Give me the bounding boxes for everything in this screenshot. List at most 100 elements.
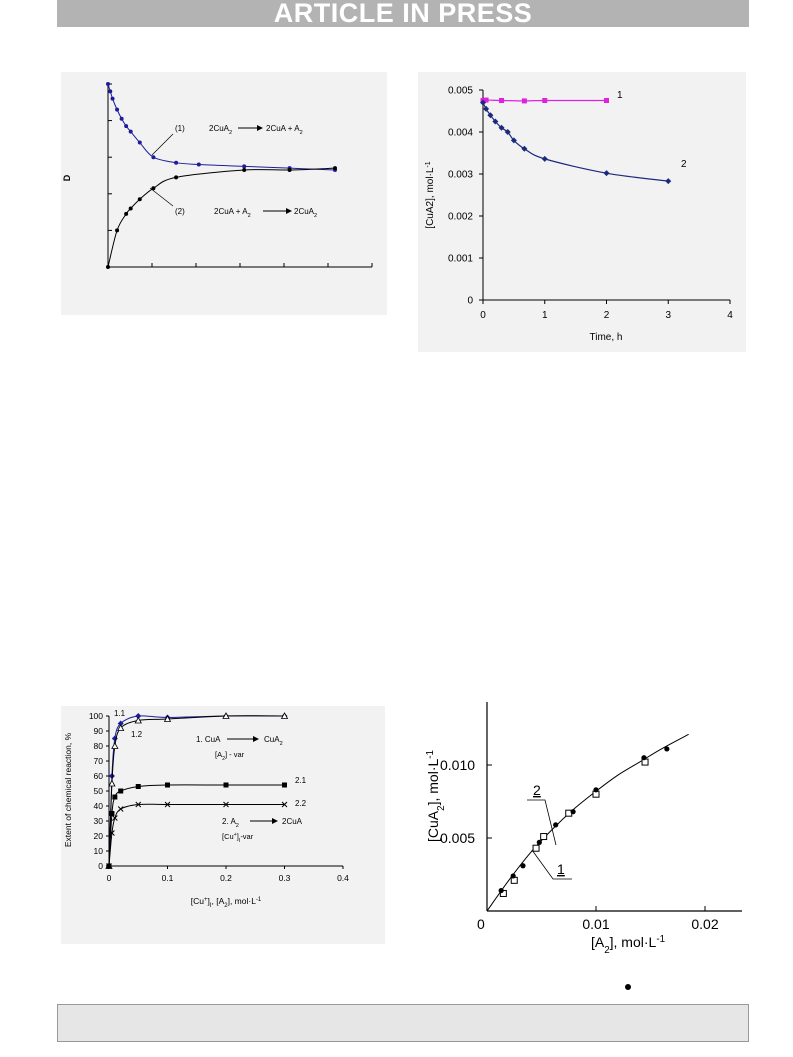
series-2-1-point: [118, 788, 124, 794]
series-2-point: [174, 175, 179, 180]
article-in-press-banner: ARTICLE IN PRESS: [57, 0, 749, 27]
series-1-point: [119, 116, 124, 121]
series-1-point: [108, 89, 113, 94]
series-1-point: [242, 164, 247, 169]
y-tick-label: 70: [94, 756, 104, 766]
series-2-point: [521, 145, 528, 152]
series-2-1-point: [109, 811, 115, 816]
annotation-1-right-part: 2: [280, 741, 283, 747]
series-2-point: [641, 755, 647, 761]
equation-1-left-part: 2CuA: [209, 124, 230, 133]
series-line-2.1: [108, 784, 285, 867]
series-line-2: [107, 167, 336, 268]
equation-1-arrow-head: [257, 125, 263, 131]
x-axis-label-part: 2: [604, 945, 609, 956]
y-axis-label-part: [CuA: [425, 810, 441, 842]
x-tick-label: 0.1: [162, 873, 174, 883]
series-1-1-point: [117, 720, 124, 727]
annotation-1-left: 1. CuA: [196, 735, 221, 744]
annotation-2-condition-part: ]: [237, 832, 239, 841]
series-line-2.2: [108, 803, 285, 867]
series-1-1-label: 1.1: [114, 709, 126, 718]
series-2-point: [137, 197, 142, 202]
series-1-point: [540, 833, 548, 841]
annotation-2-right: 2CuA: [282, 817, 303, 826]
y-tick-label: 50: [94, 786, 104, 796]
annotation-1-right-part: CuA: [264, 735, 280, 744]
equation-2-right-part: 2: [314, 213, 317, 219]
series-2-point: [106, 265, 110, 269]
series-2-point: [570, 809, 576, 815]
y-tick-label: 90: [94, 726, 104, 736]
series-2-point: [593, 787, 599, 793]
series-2-point: [487, 112, 494, 119]
series-2-2-point: [281, 801, 288, 808]
equation-2-left: 2CuA + A2: [214, 207, 251, 219]
series-2-point: [541, 155, 548, 162]
series-1-2-point: [117, 724, 125, 731]
annotation-1-condition-part: 2: [222, 756, 225, 762]
series-2-2-point: [135, 801, 142, 808]
series-2-point: [510, 137, 517, 144]
series-1-point: [532, 844, 540, 852]
annotation-1-condition: [A2] - var: [215, 750, 245, 762]
equation-1-right: 2CuA + A2: [266, 124, 303, 136]
figure-b-panel: [418, 72, 746, 352]
series-2-point: [510, 873, 516, 879]
series-1-point: [106, 82, 110, 86]
equation-2-left-part: 2CuA + A: [214, 207, 248, 216]
y-tick-label: 0.004: [448, 128, 473, 139]
series-1-point: [115, 107, 120, 112]
x-axis-label: [Cu+]I, [A2], mol·L-1: [191, 896, 262, 909]
series-2-2-point: [111, 815, 118, 821]
x-tick-label: 0.02: [691, 916, 718, 932]
series-1-point: [128, 129, 133, 134]
annotation-2-condition-part: +: [234, 832, 237, 838]
series-1-label: 1: [617, 90, 623, 101]
y-tick-label: 10: [94, 846, 104, 856]
y-tick-label: 0.010: [440, 757, 475, 773]
series-2-2-point: [109, 830, 115, 836]
series-1-2-point: [134, 716, 142, 724]
series-1-label: (1): [175, 124, 185, 133]
y-axis-label-part: -1: [425, 750, 436, 759]
x-axis-label-part: , [A: [212, 896, 225, 906]
series-2-label: (2): [175, 207, 185, 216]
series-2-point: [287, 168, 292, 173]
series-1-2-label: 1.2: [131, 730, 143, 739]
series-1-label: 1: [557, 861, 565, 877]
y-tick-label: 0.001: [448, 254, 473, 265]
annotation-2-left-part: 2. A: [222, 817, 236, 826]
y-tick-label: 60: [94, 771, 104, 781]
series-2-2-point: [117, 806, 124, 812]
series-2-point: [128, 206, 133, 211]
series-1-2-point: [111, 742, 119, 749]
x-tick-label: 3: [665, 310, 671, 321]
series-1-point: [604, 98, 609, 103]
series-2-point: [151, 186, 156, 191]
series-1-1-point: [135, 713, 142, 719]
series-2-point: [480, 99, 486, 106]
series-1-2-point: [280, 712, 289, 719]
series-2-1-point: [282, 782, 287, 788]
x-axis-label: [A2], mol·L-1: [591, 934, 665, 956]
series-2-point: [492, 118, 499, 125]
series-1-point: [521, 98, 527, 104]
series-2-point: [242, 168, 247, 173]
y-axis-label: Extent of chemical reaction, %: [63, 732, 73, 847]
series-2-2-point: [106, 863, 112, 869]
y-axis-label-part: [CuA2], mol·L: [425, 167, 436, 229]
x-axis-label-part: 2: [224, 903, 227, 909]
series-1-point: [151, 155, 156, 160]
series-1-2-point: [163, 715, 172, 722]
x-tick-label: 0.4: [337, 873, 349, 883]
y-axis-label-part: -1: [425, 161, 432, 167]
equation-1-left: 2CuA2: [209, 124, 232, 136]
footer-box: [57, 1004, 749, 1042]
series-2-label: 2: [681, 159, 687, 170]
x-axis-label-part: ], mol·L: [610, 934, 657, 950]
series-2-point: [536, 839, 542, 845]
y-axis-label: [CuA2], mol·L-1: [425, 161, 437, 228]
